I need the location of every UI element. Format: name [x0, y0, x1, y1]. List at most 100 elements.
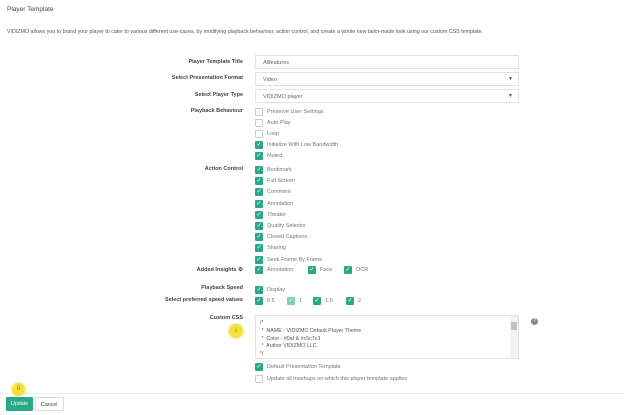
template-title-value: Allfeatures — [263, 60, 289, 66]
playback-label: Playback Behaviour — [190, 108, 243, 114]
template-title-input[interactable]: Allfeatures — [255, 55, 519, 69]
template-title-label: Player Template Title — [188, 59, 243, 65]
check-icon: ✓ — [255, 286, 263, 294]
checkbox-label: Sharing — [267, 245, 286, 252]
checkbox-label: Bookmark — [267, 167, 292, 173]
action-checkbox[interactable]: ✓ Quality Selector — [255, 222, 306, 230]
playback-checkbox[interactable]: Auto Play — [255, 119, 291, 127]
css-label: Custom CSS — [209, 315, 243, 321]
css-text: /* * NAME - VIDIZMO Default Player Theme… — [260, 320, 362, 358]
check-icon: ✓ — [287, 297, 295, 305]
check-icon: ✓ — [255, 222, 263, 230]
checkbox-label: Auto Play — [267, 120, 291, 126]
action-checkbox[interactable]: ✓ Sharing — [255, 244, 286, 253]
update-mashups-label: Update all mashups on which this player … — [267, 376, 408, 382]
check-icon: ✓ — [346, 297, 354, 305]
checkbox-empty-icon — [255, 375, 263, 383]
format-value: Video — [263, 77, 277, 83]
action-checkbox[interactable]: ✓ Annotation — [255, 199, 294, 208]
checkbox-label: 2 — [358, 298, 362, 304]
check-icon: ✓ — [255, 233, 263, 242]
check-icon: ✓ — [255, 166, 263, 174]
playback-checkbox[interactable]: ✓ Initialize With Low Bandwidth — [255, 141, 338, 149]
page-title: Player Template — [7, 6, 54, 13]
update-button[interactable]: Update — [6, 397, 34, 411]
checkbox-label: 0.5 — [267, 298, 275, 304]
player-type-select[interactable]: VIDIZMO player ▼ — [255, 89, 519, 103]
checkbox-label: Preserve User Settings — [267, 109, 324, 115]
action-checkbox[interactable]: ✓ Closed Captions — [255, 233, 308, 242]
checkbox-label: Face — [320, 267, 333, 273]
annotation-marker-ii: ii — [12, 383, 25, 396]
check-icon: ✓ — [255, 199, 263, 208]
action-checkbox[interactable]: ✓ Full Screen — [255, 177, 295, 186]
check-icon: ✓ — [313, 297, 321, 305]
speed-values-label: Select preferred speed values — [165, 297, 243, 303]
checkbox-label: Closed Captions — [267, 234, 308, 241]
page-description: VIDIZMO allows you to brand your player … — [7, 29, 483, 35]
divider — [0, 393, 624, 394]
action-checkbox[interactable]: ✓ Bookmark — [255, 166, 292, 174]
custom-css-textarea[interactable]: /* * NAME - VIDIZMO Default Player Theme… — [255, 315, 519, 359]
update-mashups-checkbox[interactable]: Update all mashups on which this player … — [255, 375, 407, 383]
speed-checkbox[interactable]: ✓ 2 — [346, 297, 361, 305]
action-checkbox[interactable]: ✓ Theater — [255, 210, 286, 219]
help-icon[interactable]: ? — [531, 318, 538, 325]
default-template-checkbox[interactable]: ✓ Default Presentation Template — [255, 363, 341, 371]
action-label: Action Control — [204, 166, 243, 172]
insight-checkbox[interactable]: ✓ Face — [308, 266, 332, 274]
caret-down-icon: ▼ — [508, 93, 513, 99]
check-icon: ✓ — [255, 141, 263, 149]
format-label: Select Presentation Format — [171, 75, 243, 81]
checkbox-empty-icon — [255, 119, 263, 127]
playback-checkbox[interactable]: Preserve User Settings — [255, 108, 324, 116]
cancel-button[interactable]: Cancel — [35, 397, 64, 411]
playback-checkbox[interactable]: Loop — [255, 130, 279, 138]
checkbox-label: Initialize With Low Bandwidth — [267, 142, 339, 148]
default-template-label: Default Presentation Template — [267, 364, 341, 370]
playback-checkbox[interactable]: ✓ Muted — [255, 152, 282, 160]
format-select[interactable]: Video ▼ — [255, 72, 519, 86]
checkbox-label: Annotation — [267, 200, 294, 207]
check-icon: ✓ — [255, 266, 263, 274]
checkbox-label: Theater — [267, 211, 286, 218]
speed-label: Playback Speed — [201, 285, 243, 291]
checkbox-label: Full Screen — [267, 178, 295, 185]
checkbox-label: Muted — [267, 153, 283, 159]
insight-checkbox[interactable]: ✓ OCR — [344, 266, 368, 274]
check-icon: ✓ — [255, 177, 263, 186]
check-icon: ✓ — [255, 255, 263, 264]
check-icon: ✓ — [255, 297, 263, 305]
check-icon: ✓ — [255, 188, 263, 197]
checkbox-empty-icon — [255, 130, 263, 138]
annotation-marker-i: i — [229, 324, 243, 338]
speed-checkbox[interactable]: ✓ 1.5 — [313, 297, 333, 305]
checkbox-empty-icon — [255, 108, 263, 116]
caret-down-icon: ▼ — [508, 76, 513, 82]
speed-checkbox[interactable]: ✓ 0.5 — [255, 297, 275, 305]
speed-display-checkbox[interactable]: ✓ Display — [255, 286, 285, 294]
checkbox-label: Annotation — [267, 267, 294, 273]
speed-checkbox[interactable]: ✓ 1 — [287, 297, 302, 305]
check-icon: ✓ — [255, 244, 263, 253]
check-icon: ✓ — [255, 210, 263, 219]
scrollbar-thumb[interactable] — [511, 322, 517, 330]
player-type-label: Select Player Type — [194, 92, 243, 98]
insights-label-text: Added Insights — [196, 267, 237, 273]
help-icon[interactable]: ⚙ — [238, 267, 243, 273]
checkbox-label: Loop — [267, 131, 280, 137]
checkbox-label: Seek Frame By Frame — [267, 256, 323, 263]
check-icon: ✓ — [255, 152, 263, 160]
checkbox-label: 1 — [299, 298, 303, 304]
action-checkbox[interactable]: ✓ Seek Frame By Frame — [255, 255, 323, 264]
action-checkbox[interactable]: ✓ Comment — [255, 188, 291, 197]
checkbox-label: 1.5 — [325, 298, 333, 304]
scrollbar[interactable] — [510, 316, 518, 358]
checkbox-label: Comment — [267, 189, 291, 196]
insight-checkbox[interactable]: ✓ Annotation — [255, 266, 293, 274]
insights-label: Added Insights ⚙ — [197, 267, 243, 273]
player-type-value: VIDIZMO player — [263, 94, 303, 100]
checkbox-label: OCR — [356, 267, 369, 273]
check-icon: ✓ — [255, 363, 263, 371]
speed-display-label: Display — [267, 287, 286, 293]
